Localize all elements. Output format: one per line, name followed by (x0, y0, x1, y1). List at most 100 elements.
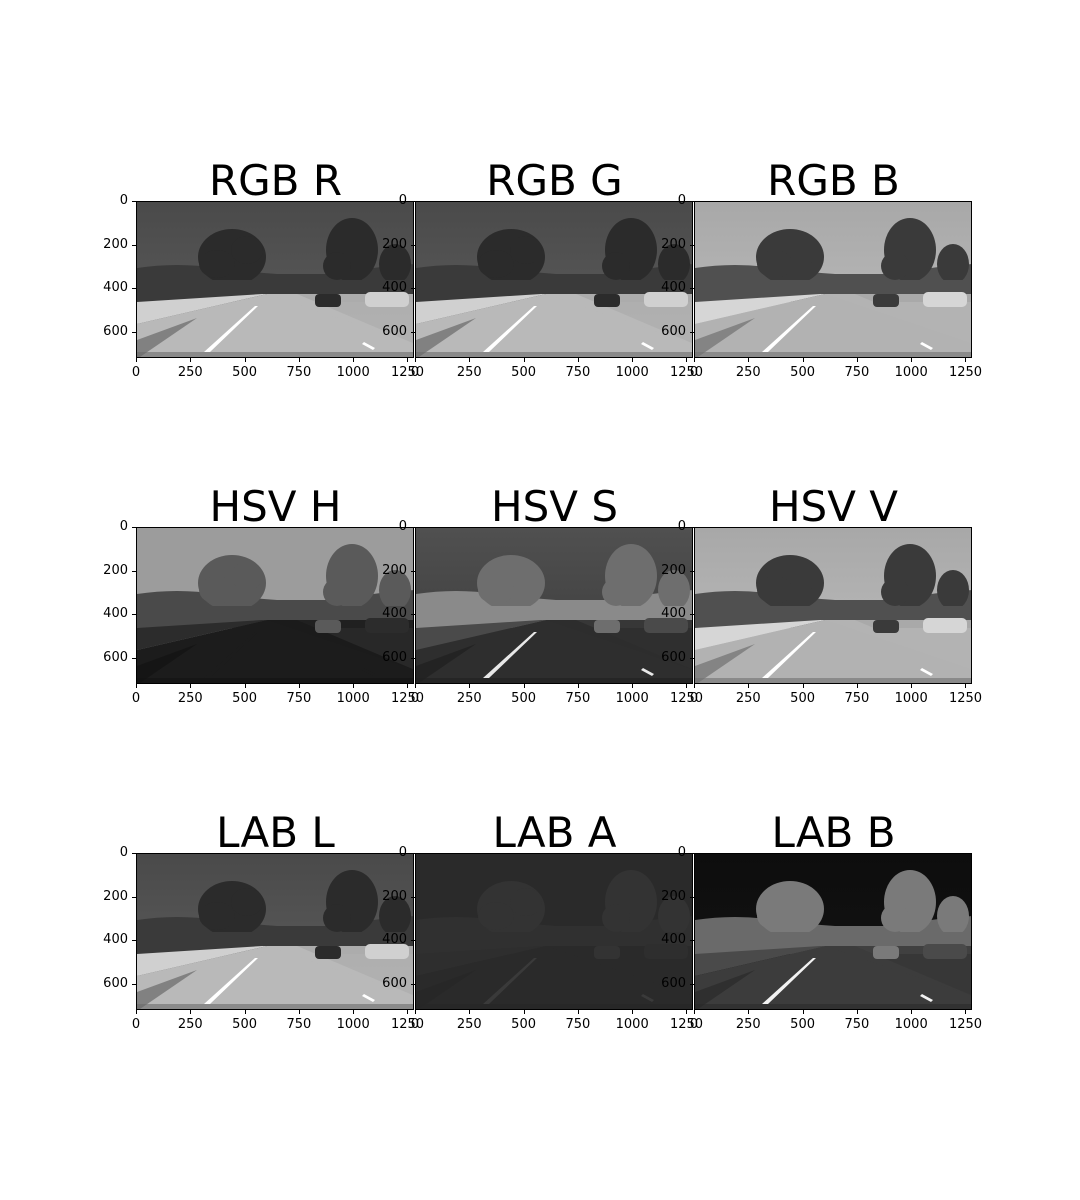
y-tick-mark (690, 244, 694, 246)
x-tick-label: 250 (456, 1017, 482, 1032)
x-tick-label: 750 (286, 691, 312, 706)
y-tick-mark (411, 527, 415, 528)
x-tick-label: 250 (177, 1017, 203, 1032)
x-tick-label: 1000 (894, 1017, 928, 1032)
x-tick-label: 500 (232, 1017, 257, 1032)
x-tick-label: 250 (735, 691, 761, 706)
y-tick-mark (132, 896, 136, 898)
y-tick-mark (132, 570, 136, 572)
channel-image-hsv-s (415, 527, 693, 684)
x-tick-mark (965, 684, 967, 688)
y-tick-label: 400 (382, 280, 407, 296)
y-tick-mark (411, 201, 415, 202)
x-tick-label: 1250 (948, 691, 983, 706)
x-tick-label: 0 (410, 691, 420, 706)
x-tick-mark (415, 358, 416, 362)
x-tick-mark (802, 358, 804, 362)
y-tick-mark (411, 244, 415, 246)
panel-title-hsv-v: HSV V (768, 482, 899, 531)
x-tick-mark (407, 1010, 409, 1014)
y-tick-label: 0 (119, 193, 128, 208)
x-tick-mark (136, 358, 137, 362)
x-tick-mark (190, 1010, 192, 1014)
x-tick-mark (244, 1010, 246, 1014)
x-tick-label: 0 (689, 691, 699, 706)
y-tick-mark (411, 853, 415, 854)
x-tick-mark (577, 684, 579, 688)
y-tick-label: 200 (661, 562, 686, 578)
y-tick-mark (690, 983, 694, 985)
x-tick-mark (632, 1010, 634, 1014)
y-tick-label: 600 (103, 323, 128, 339)
x-tick-label: 1250 (669, 691, 704, 706)
x-tick-label: 0 (131, 365, 141, 380)
x-tick-mark (856, 684, 858, 688)
y-tick-label: 600 (103, 649, 128, 665)
y-tick-mark (690, 201, 694, 202)
x-tick-mark (298, 684, 300, 688)
x-tick-label: 750 (286, 365, 312, 380)
x-tick-mark (469, 358, 471, 362)
y-tick-label: 0 (677, 193, 686, 208)
x-tick-mark (748, 1010, 750, 1014)
y-tick-label: 400 (661, 932, 686, 948)
y-tick-label: 0 (119, 519, 128, 534)
y-tick-label: 200 (103, 888, 128, 904)
y-tick-mark (132, 527, 136, 528)
x-tick-mark (577, 1010, 579, 1014)
x-tick-mark (694, 684, 695, 688)
x-tick-label: 250 (456, 691, 482, 706)
x-tick-label: 0 (689, 365, 699, 380)
x-tick-label: 0 (131, 691, 141, 706)
y-tick-mark (690, 570, 694, 572)
x-tick-label: 250 (177, 365, 203, 380)
x-tick-label: 750 (565, 691, 591, 706)
x-tick-label: 750 (565, 1017, 591, 1032)
x-tick-mark (965, 358, 967, 362)
y-tick-label: 600 (661, 649, 686, 665)
x-tick-label: 250 (177, 691, 203, 706)
y-tick-label: 0 (119, 845, 128, 860)
x-tick-label: 500 (511, 365, 536, 380)
x-tick-mark (523, 1010, 525, 1014)
x-tick-mark (469, 1010, 471, 1014)
y-tick-mark (690, 331, 694, 333)
y-tick-mark (411, 983, 415, 985)
x-tick-label: 1000 (615, 1017, 649, 1032)
y-tick-mark (132, 244, 136, 246)
y-tick-label: 400 (103, 280, 128, 296)
x-tick-mark (856, 358, 858, 362)
y-tick-label: 200 (661, 236, 686, 252)
x-tick-label: 0 (131, 1017, 141, 1032)
x-tick-mark (748, 358, 750, 362)
x-tick-mark (415, 1010, 416, 1014)
x-tick-mark (244, 684, 246, 688)
panel-title-hsv-s: HSV S (491, 482, 618, 531)
x-tick-label: 1250 (669, 365, 704, 380)
x-tick-label: 250 (456, 365, 482, 380)
x-tick-label: 0 (410, 1017, 420, 1032)
channel-image-rgb-b (694, 201, 972, 358)
x-tick-label: 500 (790, 365, 815, 380)
x-tick-mark (911, 684, 913, 688)
y-tick-label: 400 (382, 606, 407, 622)
x-tick-mark (802, 1010, 804, 1014)
y-tick-mark (132, 657, 136, 659)
x-tick-mark (856, 1010, 858, 1014)
y-tick-mark (132, 940, 136, 942)
x-tick-label: 1000 (894, 365, 928, 380)
y-tick-label: 0 (677, 845, 686, 860)
y-tick-label: 600 (382, 649, 407, 665)
y-tick-mark (132, 331, 136, 333)
x-tick-label: 750 (844, 691, 870, 706)
y-tick-label: 200 (382, 562, 407, 578)
x-tick-label: 1250 (390, 365, 425, 380)
channel-image-lab-b (694, 853, 972, 1010)
y-tick-mark (411, 940, 415, 942)
x-tick-mark (136, 1010, 137, 1014)
x-tick-mark (523, 358, 525, 362)
y-tick-label: 600 (103, 975, 128, 991)
y-tick-mark (411, 896, 415, 898)
x-tick-mark (686, 1010, 688, 1014)
